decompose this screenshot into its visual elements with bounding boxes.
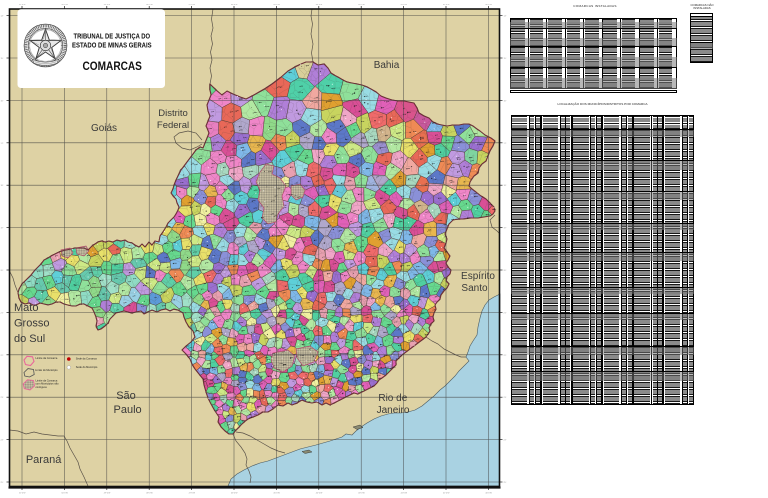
svg-text:50°0'W: 50°0'W: [61, 4, 68, 6]
svg-text:47°0'W: 47°0'W: [189, 4, 196, 6]
svg-text:Espírito: Espírito: [461, 271, 495, 282]
svg-text:49°0'W: 49°0'W: [104, 4, 111, 6]
svg-text:do Sul: do Sul: [14, 333, 45, 345]
svg-text:47°0'W: 47°0'W: [189, 493, 196, 495]
svg-text:16°: 16°: [504, 100, 507, 102]
svg-text:14°: 14°: [504, 16, 507, 18]
svg-text:40°0'W: 40°0'W: [485, 4, 492, 6]
svg-text:Federal: Federal: [157, 120, 189, 131]
svg-text:43°0'W: 43°0'W: [358, 493, 365, 495]
svg-text:Limite da Comarca: Limite da Comarca: [36, 379, 58, 383]
svg-text:contíguos: contíguos: [36, 385, 48, 389]
svg-text:43°0'W: 43°0'W: [358, 4, 365, 6]
svg-text:16°: 16°: [1, 100, 4, 102]
svg-text:18°: 18°: [1, 185, 4, 187]
svg-text:41°0'W: 41°0'W: [443, 493, 450, 495]
svg-text:Bahia: Bahia: [374, 60, 400, 71]
svg-text:Mato: Mato: [14, 302, 38, 314]
svg-text:COMARCAS: COMARCAS: [83, 59, 142, 73]
svg-text:25°: 25°: [504, 482, 507, 484]
svg-text:50°0'W: 50°0'W: [61, 493, 68, 495]
svg-text:14°: 14°: [1, 16, 4, 18]
svg-text:Rio de: Rio de: [378, 393, 407, 404]
svg-text:24°: 24°: [1, 440, 4, 442]
svg-text:25°: 25°: [1, 482, 4, 484]
svg-text:51°0'W: 51°0'W: [19, 493, 26, 495]
svg-text:20°: 20°: [1, 270, 4, 272]
svg-text:44°0'W: 44°0'W: [316, 4, 323, 6]
svg-text:21°: 21°: [504, 312, 507, 314]
svg-text:20°: 20°: [504, 270, 507, 272]
svg-text:Grosso: Grosso: [14, 318, 49, 330]
svg-text:48°0'W: 48°0'W: [146, 493, 153, 495]
svg-text:45°0'W: 45°0'W: [273, 493, 280, 495]
svg-text:Limite da Comarca: Limite da Comarca: [36, 356, 58, 360]
svg-text:São: São: [116, 390, 136, 402]
svg-text:40°0'W: 40°0'W: [485, 493, 492, 495]
svg-text:22°: 22°: [504, 355, 507, 357]
svg-text:Distrito: Distrito: [158, 108, 188, 119]
svg-text:15°: 15°: [1, 58, 4, 60]
svg-text:TRIBUNAL DE JUSTIÇA DO: TRIBUNAL DE JUSTIÇA DO: [74, 32, 151, 41]
svg-text:41°0'W: 41°0'W: [443, 4, 450, 6]
svg-text:21°: 21°: [1, 312, 4, 314]
svg-text:48°0'W: 48°0'W: [146, 4, 153, 6]
svg-text:Paulo: Paulo: [114, 404, 142, 416]
svg-text:22°: 22°: [1, 355, 4, 357]
svg-text:Santo: Santo: [461, 283, 488, 294]
svg-text:com Municípios não: com Municípios não: [36, 382, 60, 386]
svg-text:19°: 19°: [504, 228, 507, 230]
svg-text:Paraná: Paraná: [26, 454, 62, 466]
svg-text:44°0'W: 44°0'W: [316, 493, 323, 495]
svg-text:46°0'W: 46°0'W: [231, 4, 238, 6]
svg-text:ESTADO DE MINAS GERAIS: ESTADO DE MINAS GERAIS: [72, 41, 152, 50]
svg-text:Sede do Município: Sede do Município: [76, 365, 98, 369]
svg-text:42°0'W: 42°0'W: [401, 4, 408, 6]
svg-text:17°: 17°: [1, 143, 4, 145]
svg-text:Limite do Município: Limite do Município: [35, 368, 58, 372]
svg-text:15°: 15°: [504, 58, 507, 60]
svg-text:Janeiro: Janeiro: [377, 405, 410, 416]
svg-text:Goiás: Goiás: [91, 123, 117, 134]
svg-text:49°0'W: 49°0'W: [104, 493, 111, 495]
svg-text:23°: 23°: [504, 397, 507, 399]
svg-text:46°0'W: 46°0'W: [231, 493, 238, 495]
svg-text:17°: 17°: [504, 143, 507, 145]
svg-text:19°: 19°: [1, 228, 4, 230]
svg-text:51°0'W: 51°0'W: [19, 4, 26, 6]
svg-text:Sede da Comarca: Sede da Comarca: [76, 357, 97, 361]
svg-text:45°0'W: 45°0'W: [273, 4, 280, 6]
svg-text:42°0'W: 42°0'W: [401, 493, 408, 495]
svg-text:23°: 23°: [1, 397, 4, 399]
svg-text:18°: 18°: [504, 185, 507, 187]
svg-text:24°: 24°: [504, 440, 507, 442]
